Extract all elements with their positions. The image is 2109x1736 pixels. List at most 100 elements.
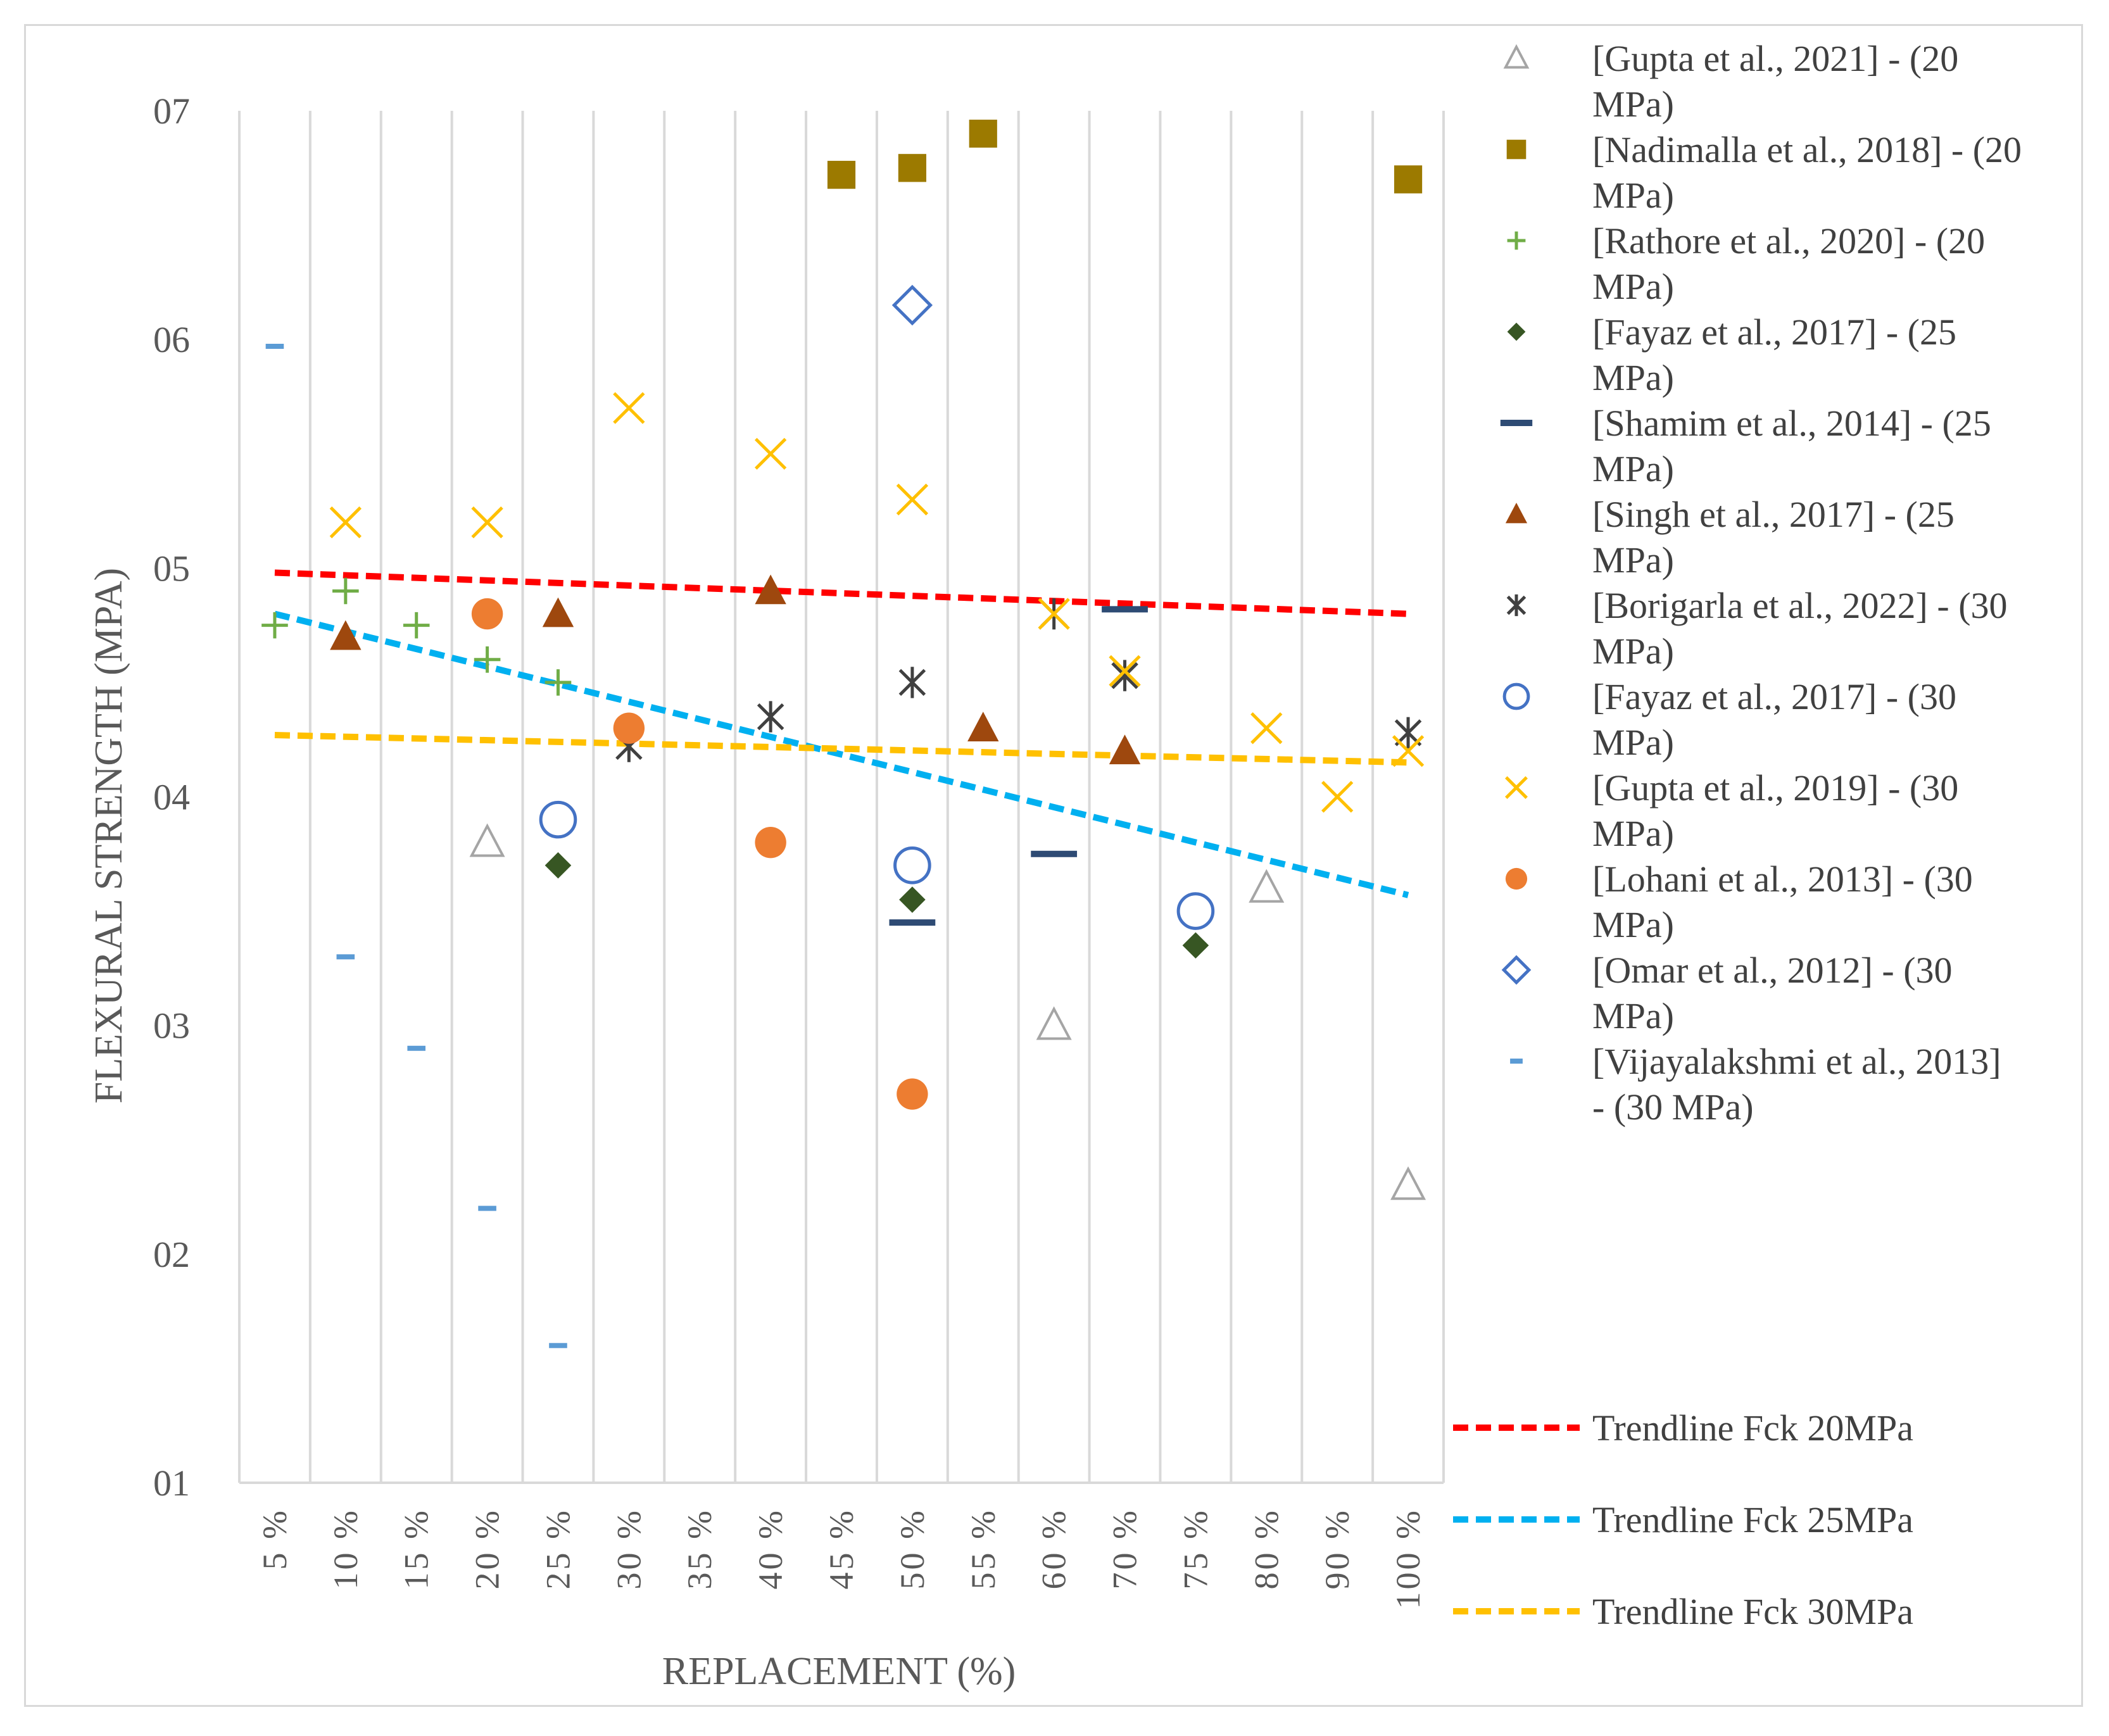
x-tick-label: 30 % [610, 1508, 648, 1589]
legend-trendline-label: Trendline Fck 20MPa [1592, 1407, 1913, 1449]
data-point [1390, 1166, 1426, 1200]
x-tick-label: 40 % [752, 1508, 790, 1589]
data-point [539, 800, 577, 839]
x-tick-label: 80 % [1247, 1508, 1285, 1589]
legend-marker [1505, 503, 1528, 524]
legend-marker [1500, 420, 1533, 426]
x-tick-label: 10 % [327, 1508, 365, 1589]
legend-label: [Gupta et al., 2021] - (20 [1592, 38, 1958, 79]
data-point [969, 120, 997, 148]
legend-trendline-label: Trendline Fck 25MPa [1592, 1499, 1913, 1540]
data-point [549, 1343, 567, 1349]
data-point [1321, 781, 1354, 813]
legend-marker [1505, 867, 1528, 890]
legend-marker [1502, 682, 1530, 710]
data-point [542, 597, 574, 627]
data-point [329, 506, 362, 539]
x-tick-label: 20 % [469, 1508, 507, 1589]
data-point [332, 577, 359, 605]
data-point [827, 161, 856, 189]
legend-label-cont: MPa) [1592, 357, 1674, 398]
legend-marker [1503, 44, 1530, 69]
legend-label: [Lohani et al., 2013] - (30 [1592, 859, 1973, 900]
legend-label: [Fayaz et al., 2017] - (30 [1592, 676, 1956, 717]
data-point [1111, 660, 1138, 691]
legend-label-cont: MPa) [1592, 266, 1674, 307]
x-tick-label: 60 % [1035, 1508, 1073, 1589]
legend: [Gupta et al., 2021] - (20MPa)[Nadimalla… [1453, 38, 2022, 1632]
y-axis-ticks: 01 02 03 04 05 06 07 [153, 91, 190, 1504]
legend-marker [1507, 322, 1526, 341]
data-point [893, 846, 931, 884]
legend-marker [1501, 955, 1532, 985]
gridlines [238, 111, 1445, 1484]
y-tick-label: 04 [153, 777, 190, 818]
legend-label: [Singh et al., 2017] - (25 [1592, 494, 1955, 535]
y-tick-label: 06 [153, 319, 190, 360]
data-point [967, 712, 999, 741]
data-point [1394, 165, 1423, 194]
trendline [274, 569, 1409, 617]
legend-label-cont: MPa) [1592, 631, 1674, 672]
chart-frame [24, 24, 2083, 1707]
data-point [1038, 598, 1070, 630]
data-point [330, 620, 362, 650]
data-point [1176, 892, 1215, 930]
legend-label: [Nadimalla et al., 2018] - (20 [1592, 129, 2022, 170]
data-point [474, 646, 501, 673]
x-axis-title: REPLACEMENT (%) [662, 1650, 1016, 1693]
data-point [545, 852, 572, 879]
data-point [471, 506, 503, 539]
x-tick-label: 15 % [398, 1508, 436, 1589]
data-point [755, 574, 786, 605]
legend-label-cont: MPa) [1592, 84, 1674, 125]
trendline [274, 731, 1409, 766]
data-point [1249, 869, 1285, 903]
data-point [478, 1205, 496, 1211]
data-point [613, 392, 645, 424]
legend-label-cont: - (30 MPa) [1592, 1086, 1754, 1128]
data-point [1109, 734, 1141, 765]
data-point [336, 954, 355, 960]
trendline [274, 610, 1409, 898]
data-point [1036, 1006, 1072, 1040]
data-point [896, 483, 929, 516]
data-point [265, 344, 284, 349]
x-tick-label: 55 % [964, 1508, 1002, 1589]
legend-label-cont: MPa) [1592, 448, 1674, 489]
legend-label: [Shamim et al., 2014] - (25 [1592, 403, 1991, 444]
data-point [1031, 850, 1078, 857]
data-point [1102, 606, 1148, 613]
y-tick-label: 03 [153, 1005, 190, 1047]
legend-label: [Borigarla et al., 2022] - (30 [1592, 585, 2008, 626]
x-tick-label: 50 % [893, 1508, 931, 1589]
x-tick-label: 35 % [681, 1508, 719, 1589]
data-point [469, 823, 505, 857]
y-axis-title: FLEXURAL STRENGTH (MPA) [87, 568, 130, 1104]
data-point [899, 886, 926, 913]
legend-marker [1505, 776, 1528, 799]
data-point [898, 667, 926, 698]
data-point [1109, 655, 1141, 688]
legend-label-cont: MPa) [1592, 995, 1674, 1036]
legend-trendline-label: Trendline Fck 30MPa [1592, 1591, 1913, 1632]
legend-label: [Gupta et al., 2019] - (30 [1592, 767, 1958, 808]
data-point [1182, 932, 1209, 959]
legend-marker [1506, 594, 1527, 617]
legend-label: [Fayaz et al., 2017] - (25 [1592, 311, 1956, 353]
legend-label-cont: MPa) [1592, 813, 1674, 854]
data-point [261, 612, 288, 639]
legend-label-cont: MPa) [1592, 175, 1674, 216]
data-point [891, 284, 933, 326]
data-point [757, 701, 784, 733]
y-tick-label: 07 [153, 91, 190, 132]
data-point [403, 612, 430, 639]
data-point [471, 598, 503, 630]
y-tick-label: 05 [153, 548, 190, 589]
data-point [1250, 712, 1283, 745]
data-point [755, 827, 786, 859]
legend-label-cont: MPa) [1592, 722, 1674, 763]
trendlines [274, 569, 1409, 898]
x-tick-label: 75 % [1176, 1508, 1214, 1589]
